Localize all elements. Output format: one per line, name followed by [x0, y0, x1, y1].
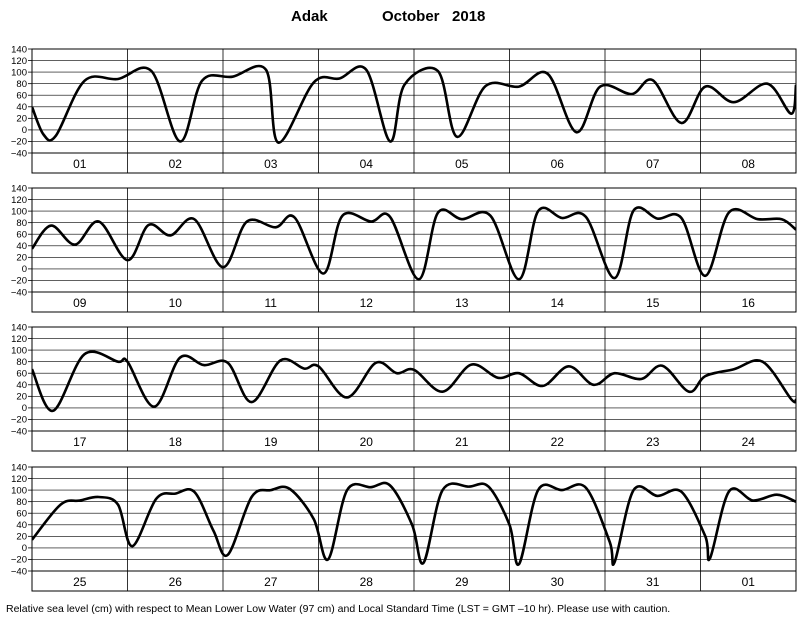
day-label: 25 — [73, 575, 87, 589]
sea-level-series — [32, 64, 796, 144]
y-tick-label: 60 — [16, 91, 27, 102]
y-tick-label: 80 — [16, 218, 27, 229]
y-tick-label: −40 — [11, 287, 27, 298]
day-label: 01 — [742, 575, 756, 589]
sea-level-series — [32, 481, 796, 566]
y-tick-label: 0 — [22, 264, 27, 275]
y-tick-label: 60 — [16, 369, 27, 380]
y-tick-label: 0 — [22, 543, 27, 554]
day-label: 09 — [73, 296, 87, 310]
day-label: 22 — [551, 435, 565, 449]
day-label: 24 — [742, 435, 756, 449]
y-tick-label: −20 — [11, 415, 27, 426]
day-label: 21 — [455, 435, 469, 449]
y-tick-label: 0 — [22, 403, 27, 414]
y-tick-label: −20 — [11, 276, 27, 287]
y-tick-label: 20 — [16, 532, 27, 543]
chart-title-period: October 2018 — [382, 8, 485, 25]
y-tick-label: 80 — [16, 79, 27, 90]
day-label: 30 — [551, 575, 565, 589]
day-label: 03 — [264, 157, 278, 171]
y-tick-label: 100 — [11, 67, 27, 78]
y-tick-label: 100 — [11, 345, 27, 356]
day-label: 02 — [169, 157, 183, 171]
day-label: 17 — [73, 435, 87, 449]
y-tick-label: 100 — [11, 206, 27, 217]
y-tick-label: 40 — [16, 102, 27, 113]
y-tick-label: 40 — [16, 380, 27, 391]
chart-caption: Relative sea level (cm) with respect to … — [6, 603, 670, 615]
y-tick-label: 140 — [11, 322, 27, 333]
y-tick-label: −40 — [11, 148, 27, 159]
day-label: 16 — [742, 296, 756, 310]
day-label: 13 — [455, 296, 469, 310]
day-label: 18 — [169, 435, 183, 449]
day-label: 05 — [455, 157, 469, 171]
panel-frame — [31, 466, 797, 592]
day-label: 01 — [73, 157, 87, 171]
y-tick-label: 120 — [11, 195, 27, 206]
sea-level-series — [32, 206, 796, 281]
panel-frame — [31, 326, 797, 452]
y-tick-label: −40 — [11, 566, 27, 577]
y-tick-label: 140 — [11, 183, 27, 194]
y-tick-label: 60 — [16, 230, 27, 241]
panel-frame — [31, 187, 797, 313]
y-tick-label: −40 — [11, 426, 27, 437]
day-label: 23 — [646, 435, 660, 449]
day-label: 20 — [360, 435, 374, 449]
y-tick-label: 20 — [16, 114, 27, 125]
day-label: 28 — [360, 575, 374, 589]
y-tick-label: 40 — [16, 241, 27, 252]
y-tick-label: 120 — [11, 474, 27, 485]
y-tick-label: 20 — [16, 253, 27, 264]
y-tick-label: 140 — [11, 462, 27, 473]
y-tick-label: −20 — [11, 137, 27, 148]
panel-frame — [31, 48, 797, 174]
y-tick-label: 80 — [16, 497, 27, 508]
sea-level-series — [32, 350, 796, 413]
y-tick-label: 140 — [11, 44, 27, 55]
day-label: 26 — [169, 575, 183, 589]
y-tick-label: 20 — [16, 392, 27, 403]
day-label: 29 — [455, 575, 469, 589]
y-tick-label: −20 — [11, 555, 27, 566]
y-tick-label: 40 — [16, 520, 27, 531]
y-tick-label: 120 — [11, 56, 27, 67]
day-label: 31 — [646, 575, 660, 589]
day-label: 12 — [360, 296, 374, 310]
day-label: 19 — [264, 435, 278, 449]
day-label: 10 — [169, 296, 183, 310]
day-label: 04 — [360, 157, 374, 171]
day-label: 06 — [551, 157, 565, 171]
y-tick-label: 0 — [22, 125, 27, 136]
day-label: 07 — [646, 157, 660, 171]
y-tick-label: 100 — [11, 485, 27, 496]
day-label: 14 — [551, 296, 565, 310]
y-tick-label: 80 — [16, 357, 27, 368]
day-label: 27 — [264, 575, 278, 589]
day-label: 15 — [646, 296, 660, 310]
day-label: 08 — [742, 157, 756, 171]
chart-title-station: Adak — [291, 8, 328, 25]
y-tick-label: 120 — [11, 334, 27, 345]
day-label: 11 — [265, 296, 278, 310]
y-tick-label: 60 — [16, 509, 27, 520]
